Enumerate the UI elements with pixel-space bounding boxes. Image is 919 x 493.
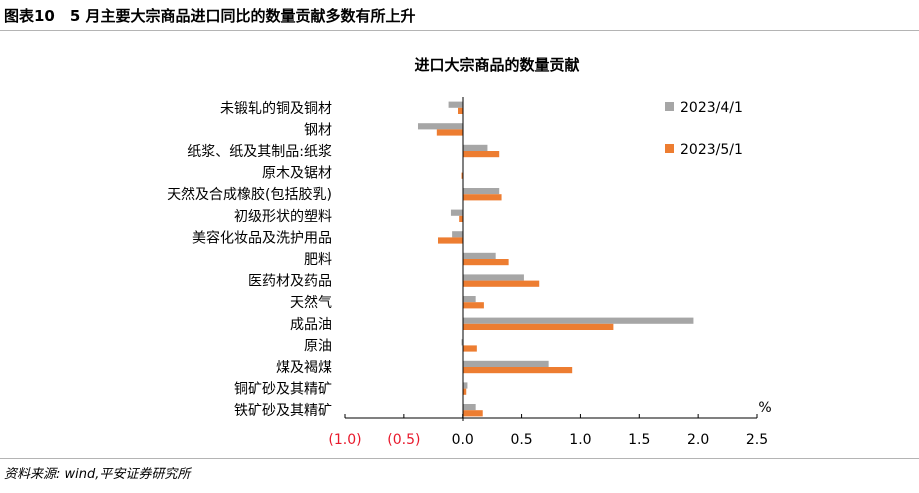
bar-s2-7 [462, 259, 509, 266]
bar-s1-4 [462, 188, 500, 195]
category-label: 医药材及药品 [248, 274, 332, 290]
figure-title: 图表10 5 月主要大宗商品进口同比的数量贡献多数有所上升 [4, 7, 416, 25]
bar-s2-1 [436, 129, 463, 136]
unit-label: % [758, 400, 771, 416]
category-label: 成品油 [290, 317, 332, 333]
chart-title: 进口大宗商品的数量贡献 [414, 56, 579, 74]
category-label: 肥料 [304, 252, 332, 268]
category-label: 初级形状的塑料 [234, 208, 332, 225]
category-label: 钢材 [304, 122, 332, 138]
figure-footer: 资料来源: wind,平安证券研究所 [0, 458, 919, 493]
bar-s1-1 [417, 123, 463, 130]
bar-s2-0 [458, 107, 463, 114]
bar-s2-10 [462, 323, 614, 330]
bar-s1-6 [452, 231, 463, 238]
category-label: 纸浆、纸及其制品:纸浆 [187, 144, 332, 160]
category-label: 铁矿砂及其精矿 [234, 403, 332, 419]
category-label: 天然气 [290, 294, 332, 311]
x-tick-label: 2.5 [746, 432, 768, 448]
bar-s2-2 [462, 151, 500, 158]
legend-swatch-1 [665, 102, 674, 111]
category-label: 煤及褐煤 [276, 360, 332, 376]
bar-s2-14 [462, 410, 483, 417]
bar-s2-8 [462, 280, 540, 287]
x-tick-label: (1.0) [328, 432, 361, 448]
legend-swatch-2 [665, 144, 674, 153]
bar-s1-11 [461, 339, 463, 346]
bar-chart: 进口大宗商品的数量贡献 2023/4/1 2023/5/1 未锻轧的铜及铜材钢材纸… [167, 56, 772, 448]
bar-s1-14 [462, 404, 476, 411]
x-axis: (1.0) (0.5) 0.0 0.5 1.0 1.5 2.0 2.5 [328, 97, 768, 448]
category-label: 美容化妆品及洗护用品 [192, 229, 332, 246]
bar-s2-11 [462, 345, 477, 352]
bar-s1-0 [448, 101, 463, 108]
bar-s2-12 [462, 367, 573, 374]
x-tick-label: 0.5 [510, 432, 532, 448]
bar-s2-13 [462, 388, 467, 395]
header-rule [0, 30, 919, 31]
bar-s1-10 [462, 317, 694, 324]
x-tick-label: 1.0 [569, 432, 591, 448]
figure-header: 图表10 5 月主要大宗商品进口同比的数量贡献多数有所上升 [0, 0, 919, 31]
bar-s2-6 [437, 237, 463, 244]
legend-label-1: 2023/4/1 [680, 100, 743, 116]
bar-s2-9 [462, 302, 484, 309]
category-label: 原木及锯材 [262, 166, 332, 182]
bar-s1-13 [462, 382, 468, 389]
source-note: 资料来源: wind,平安证券研究所 [4, 467, 191, 482]
legend-label-2: 2023/5/1 [680, 142, 743, 158]
footer-rule [0, 458, 919, 459]
x-tick-label: 0.0 [452, 432, 474, 448]
bar-s1-7 [462, 252, 496, 259]
category-label: 铜矿砂及其精矿 [234, 382, 332, 398]
bar-s2-5 [459, 215, 463, 222]
bar-group [417, 101, 694, 417]
bar-s1-9 [462, 296, 476, 303]
x-tick-label: (0.5) [387, 432, 420, 448]
bar-s2-3 [461, 172, 463, 179]
bar-s1-5 [450, 209, 463, 216]
bar-s1-12 [462, 360, 549, 367]
category-label: 未锻轧的铜及铜材 [220, 101, 332, 117]
bar-s2-4 [462, 194, 502, 201]
chart-legend: 2023/4/1 2023/5/1 [665, 100, 743, 158]
category-label: 天然及合成橡胶(包括胶乳) [167, 186, 332, 203]
bar-s1-8 [462, 274, 524, 281]
x-tick-label: 2.0 [687, 432, 709, 448]
bar-s1-2 [462, 144, 488, 151]
category-label: 原油 [304, 338, 332, 354]
x-tick-label: 1.5 [628, 432, 650, 448]
